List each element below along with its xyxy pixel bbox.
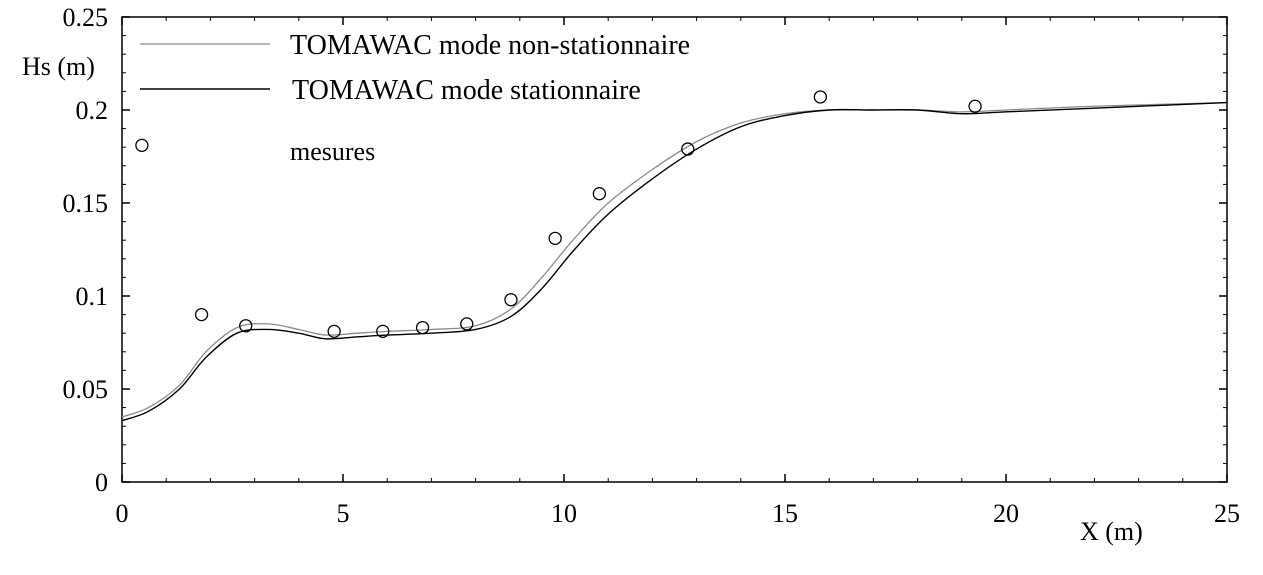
series-lines xyxy=(121,101,1228,422)
mesures-point xyxy=(376,324,390,338)
x-tick-label: 15 xyxy=(772,499,798,528)
series-markers xyxy=(135,90,982,338)
mesures-point xyxy=(415,320,430,335)
mesures-point xyxy=(681,142,695,156)
x-axis-ticks: 0 5 10 15 20 25 xyxy=(116,17,1240,528)
plot-frame xyxy=(121,16,1228,483)
x-tick-label: 5 xyxy=(337,499,350,528)
x-tick-label: 0 xyxy=(116,499,129,528)
y-axis-label: Hs (m) xyxy=(22,52,95,81)
x-tick-label: 20 xyxy=(993,499,1019,528)
x-tick-label: 25 xyxy=(1214,499,1240,528)
legend: TOMAWAC mode non-stationnaire TOMAWAC mo… xyxy=(140,30,690,166)
mesures-point xyxy=(135,138,149,152)
mesures-point xyxy=(592,187,607,201)
legend-label-mesures: mesures xyxy=(290,137,375,166)
mesures-point xyxy=(194,307,209,322)
legend-label-non-stationnaire: TOMAWAC mode non-stationnaire xyxy=(290,30,690,61)
legend-label-stationnaire: TOMAWAC mode stationnaire xyxy=(292,75,641,106)
y-axis-ticks: 0 0.05 0.1 0.15 0.2 0.25 xyxy=(63,3,1227,497)
mesures-point xyxy=(239,319,253,333)
y-tick-label: 0.2 xyxy=(76,96,109,125)
series-line-non-stationnaire xyxy=(121,101,1228,418)
y-tick-label: 0.1 xyxy=(76,282,109,311)
x-axis-label: X (m) xyxy=(1080,517,1143,546)
mesures-point xyxy=(813,90,828,104)
y-tick-label: 0.25 xyxy=(63,3,109,32)
x-tick-label: 10 xyxy=(551,499,577,528)
mesures-point xyxy=(548,231,562,245)
mesures-point xyxy=(504,293,518,307)
plot-border xyxy=(121,16,1228,483)
y-tick-label: 0 xyxy=(95,468,108,497)
y-tick-label: 0.05 xyxy=(63,375,109,404)
mesures-point xyxy=(460,317,474,331)
series-line-stationnaire xyxy=(121,101,1228,422)
mesures-point xyxy=(968,99,982,113)
mesures-point xyxy=(327,324,341,338)
y-tick-label: 0.15 xyxy=(63,189,109,218)
